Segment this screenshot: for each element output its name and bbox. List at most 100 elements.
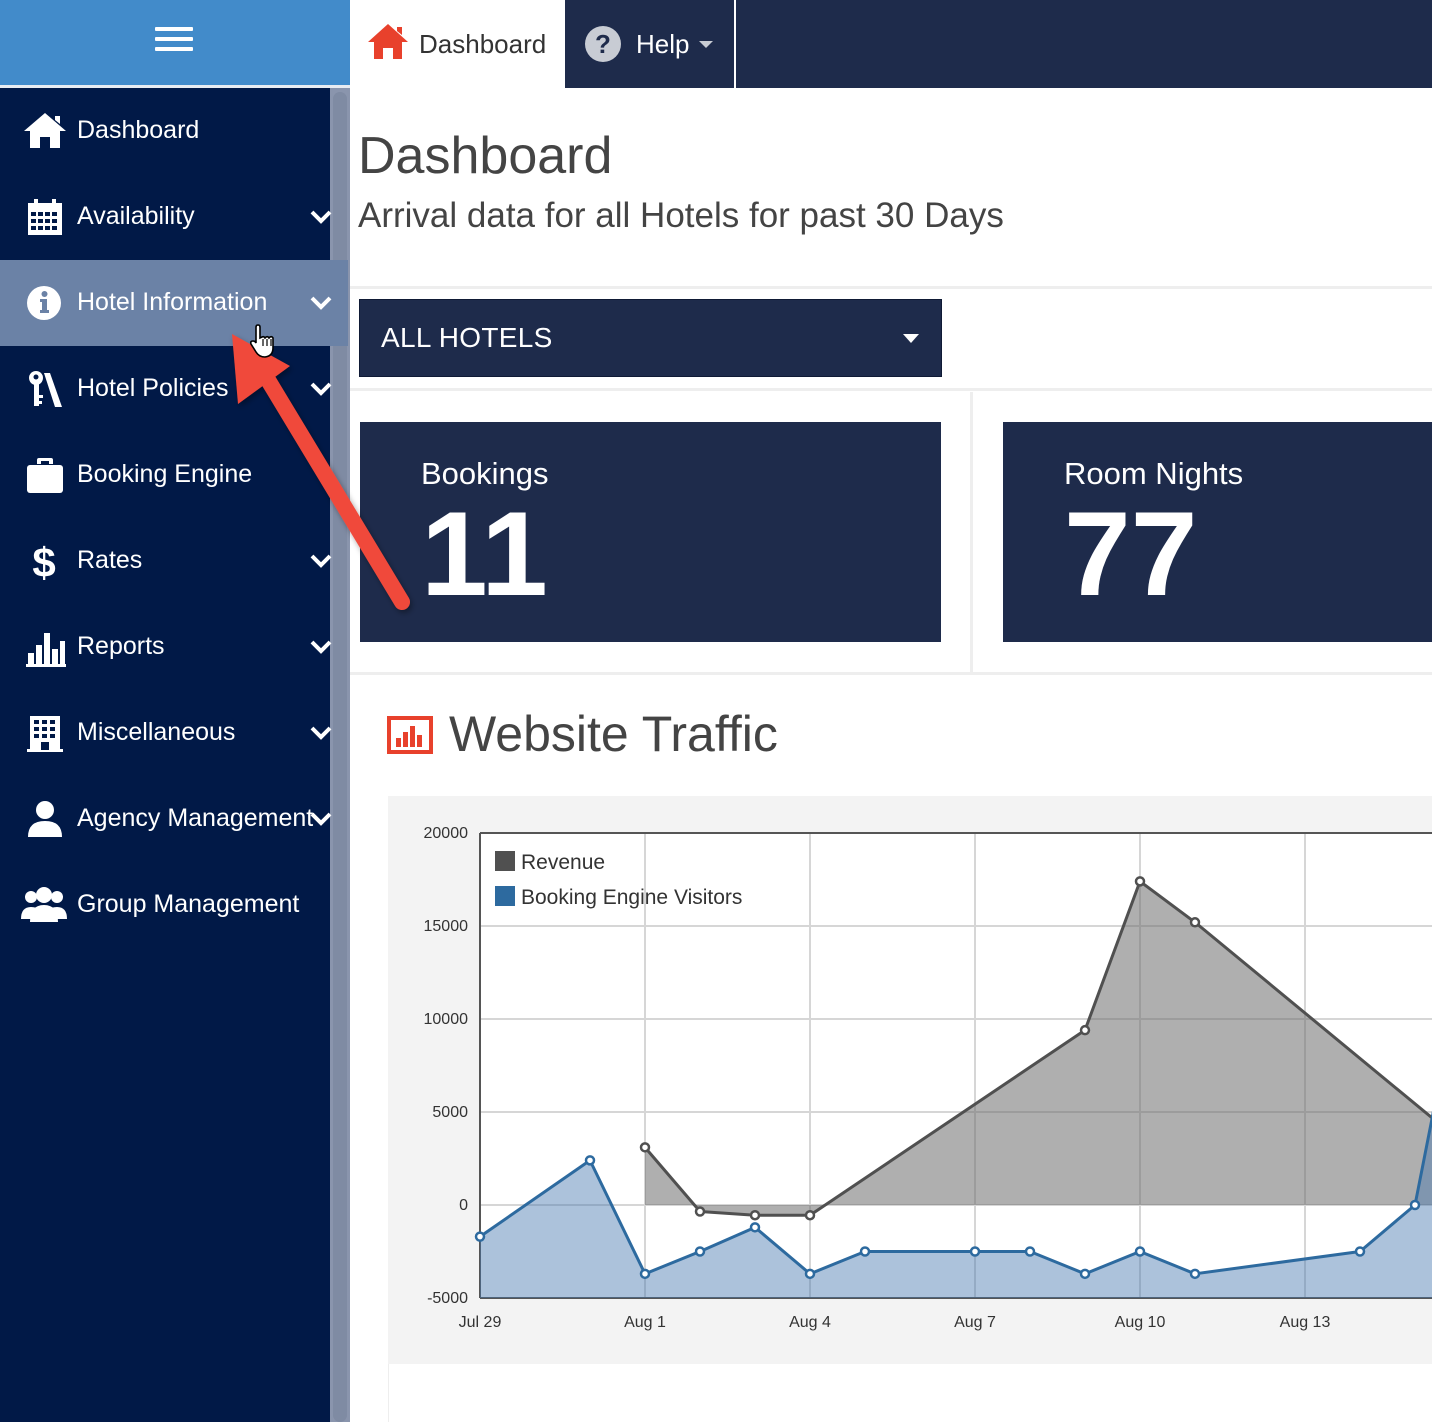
chevron-down-icon: [310, 640, 332, 654]
y-tick-label: 5000: [432, 1104, 468, 1121]
top-navbar: Dashboard ? Help: [350, 0, 1432, 88]
sidebar-divider: [0, 85, 350, 88]
dollar-icon: $: [32, 541, 55, 581]
data-point: [1134, 876, 1146, 887]
series-line: [643, 879, 1432, 1217]
building-icon: [27, 716, 63, 752]
data-point: [804, 1209, 816, 1221]
sidebar-item-hotel-policies[interactable]: Hotel Policies: [0, 346, 332, 432]
sidebar-item-booking-engine[interactable]: Booking Engine: [0, 432, 330, 518]
divider: [350, 388, 1432, 391]
y-tick-label: -5000: [427, 1290, 468, 1307]
page-subtitle: Arrival data for all Hotels for past 30 …: [358, 196, 1004, 235]
y-tick-label: 10000: [424, 1011, 469, 1028]
x-tick-label: Aug 4: [789, 1314, 831, 1331]
chevron-down-icon: [310, 296, 332, 310]
calendar-icon: [28, 199, 62, 235]
legend-swatch: [495, 886, 515, 906]
sidebar-item-label: Booking Engine: [77, 460, 253, 488]
data-point: [1024, 1246, 1036, 1257]
tab-label: Dashboard: [419, 29, 547, 59]
caret-down-icon: [699, 41, 713, 48]
tab-help[interactable]: ? Help: [566, 0, 736, 88]
caret-down-icon: [903, 334, 919, 343]
sidebar-item-agency-management[interactable]: Agency Management: [0, 776, 332, 862]
sidebar-item-hotel-information[interactable]: Hotel Information: [0, 260, 348, 346]
sidebar-item-label: Group Management: [77, 890, 300, 918]
sidebar-item-reports[interactable]: Reports: [0, 604, 332, 690]
x-tick-label: Aug 1: [624, 1314, 666, 1331]
sidebar-item-label: Hotel Policies: [77, 374, 229, 402]
tab-label: Help: [636, 29, 690, 59]
hotel-select-dropdown[interactable]: ALL HOTELS: [359, 299, 942, 377]
users-icon: [21, 887, 67, 922]
sidebar-item-group-management[interactable]: Group Management: [0, 862, 330, 948]
sidebar-header: [0, 0, 350, 85]
chart-footer: [388, 1364, 1432, 1422]
key-icon: [29, 371, 62, 407]
x-tick-label: Aug 7: [954, 1314, 996, 1331]
data-point: [639, 1268, 651, 1280]
home-icon: [368, 24, 408, 59]
data-point: [584, 1155, 596, 1166]
chevron-down-icon: [310, 554, 332, 568]
series-area: [480, 1118, 1432, 1298]
y-tick-label: 20000: [424, 825, 469, 842]
sidebar-item-miscellaneous[interactable]: Miscellaneous: [0, 690, 332, 776]
data-point: [1409, 1199, 1421, 1211]
sidebar: Dashboard Availability Hotel Information: [0, 0, 350, 1422]
divider: [350, 286, 1432, 289]
chevron-down-icon: [310, 812, 332, 826]
legend-label: Booking Engine Visitors: [521, 886, 742, 909]
chevron-down-icon: [310, 726, 332, 740]
section-title: Website Traffic: [449, 706, 778, 762]
stat-title: Room Nights: [1064, 456, 1244, 491]
divider: [970, 392, 973, 672]
data-point: [1189, 917, 1201, 928]
data-point: [1079, 1268, 1091, 1280]
chevron-down-icon: [310, 382, 332, 396]
sidebar-item-label: Agency Management: [77, 804, 314, 832]
legend-label: Revenue: [521, 851, 605, 874]
chart-svg: 20000 15000 10000 5000 0 -5000 Jul 29 Aug 1 Aug…: [424, 825, 1432, 1331]
tab-dashboard[interactable]: Dashboard: [350, 0, 565, 88]
sidebar-item-label: Hotel Information: [77, 288, 268, 316]
sidebar-item-label: Miscellaneous: [77, 718, 236, 746]
sidebar-item-dashboard[interactable]: Dashboard: [0, 88, 330, 174]
data-point: [1354, 1246, 1366, 1257]
user-icon: [28, 801, 62, 837]
sidebar-item-rates[interactable]: $ Rates: [0, 518, 332, 604]
page-title: Dashboard: [358, 127, 613, 185]
bookings-stat-card: Bookings 11: [360, 422, 941, 642]
hand-cursor-icon: [249, 324, 274, 358]
data-point: [969, 1246, 981, 1257]
svg-text:?: ?: [595, 29, 611, 59]
sidebar-item-label: Dashboard: [77, 116, 200, 144]
website-traffic-chart: 20000 15000 10000 5000 0 -5000 Jul 29 Aug 1 Aug…: [388, 796, 1432, 1364]
legend-swatch: [495, 851, 515, 871]
data-point: [1134, 1246, 1146, 1257]
home-icon: [24, 113, 66, 148]
x-tick-label: Aug 10: [1115, 1314, 1166, 1331]
question-circle-icon: ?: [585, 26, 621, 62]
info-circle-icon: [27, 286, 61, 320]
chevron-down-icon: [310, 210, 332, 224]
stat-title: Bookings: [421, 456, 549, 491]
hamburger-menu-icon[interactable]: [155, 27, 193, 55]
series-area: [645, 881, 1432, 1216]
data-point: [694, 1206, 706, 1217]
x-tick-label: Jul 29: [459, 1314, 502, 1331]
stat-value: 77: [1064, 487, 1198, 621]
y-tick-label: 0: [459, 1197, 468, 1214]
bar-chart-icon: [387, 716, 433, 754]
data-point: [749, 1209, 761, 1221]
sidebar-item-availability[interactable]: Availability: [0, 174, 332, 260]
briefcase-icon: [27, 458, 63, 493]
sidebar-item-label: Availability: [77, 202, 195, 230]
sidebar-item-label: Reports: [77, 632, 165, 660]
data-point: [1079, 1024, 1091, 1036]
bar-chart-icon: [26, 633, 66, 667]
data-point: [694, 1246, 706, 1257]
divider: [350, 672, 1432, 675]
x-tick-label: Aug 13: [1280, 1314, 1331, 1331]
